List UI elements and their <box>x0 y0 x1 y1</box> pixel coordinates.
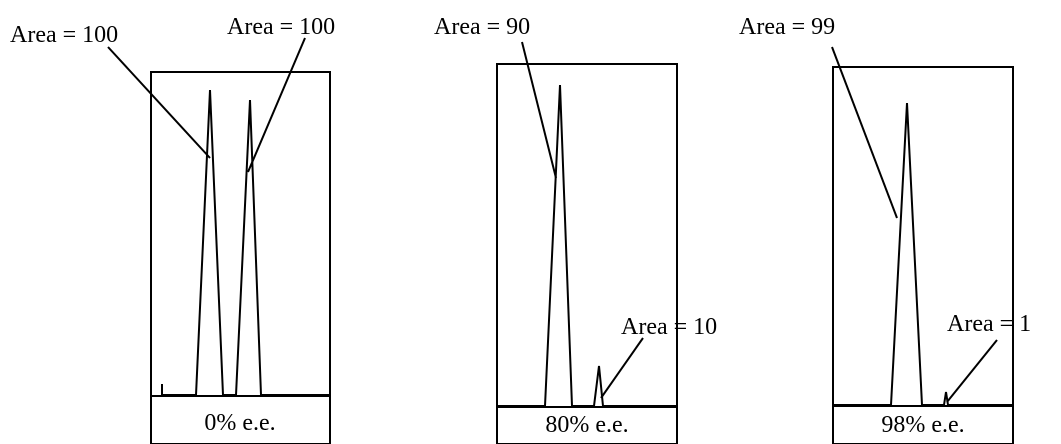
panel-80-leader-2 <box>600 337 644 399</box>
panel-80-trace <box>497 84 677 407</box>
panel-0-leader-1 <box>107 46 211 159</box>
panel-0-annotation-1: Area = 100 <box>10 22 118 48</box>
panel-98-leader-1 <box>831 46 898 219</box>
panel-98-caption: 98% e.e. <box>881 412 964 438</box>
panel-98-ee: Area = 99 Area = 1 98% e.e. <box>739 14 1031 444</box>
panel-0-annotation-2: Area = 100 <box>227 14 335 40</box>
panel-98-annotation-2: Area = 1 <box>947 311 1031 337</box>
panel-80-frame <box>496 63 678 444</box>
panel-0-frame <box>150 71 331 444</box>
panel-98-frame <box>832 66 1014 444</box>
panel-80-ee: Area = 90 Area = 10 80% e.e. <box>434 14 717 444</box>
panel-80-annotation-2: Area = 10 <box>621 314 717 340</box>
panel-98-annotation-1: Area = 99 <box>739 14 835 40</box>
panel-0-ee: Area = 100 Area = 100 0% e.e. <box>10 14 335 444</box>
panel-0-leader-2 <box>247 37 306 173</box>
panel-98-leader-2 <box>946 339 998 403</box>
panel-98-trace <box>833 102 1013 406</box>
panel-80-caption: 80% e.e. <box>545 412 628 438</box>
panel-80-leader-1 <box>521 41 557 179</box>
panel-0-caption: 0% e.e. <box>204 410 275 436</box>
panel-80-annotation-1: Area = 90 <box>434 14 530 40</box>
panel-0-trace <box>161 89 330 396</box>
